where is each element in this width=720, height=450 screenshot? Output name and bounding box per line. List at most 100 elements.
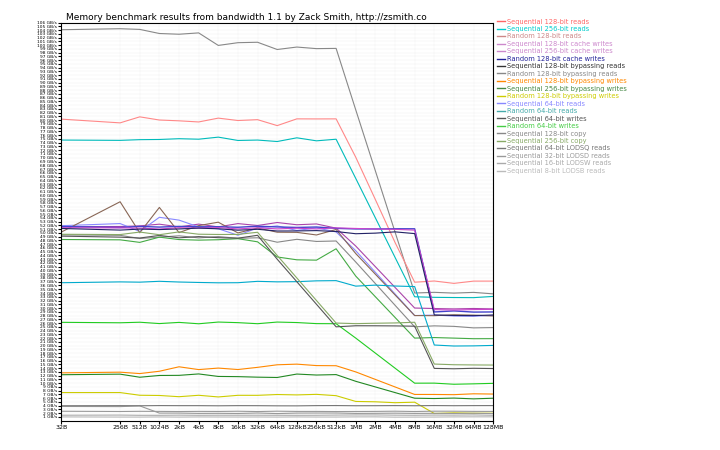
Sequential 64-bit writes (292, 279, 301, 284)
Random 128-bit reads (155, 205, 163, 210)
Random 64-bit writes flat (194, 321, 203, 326)
Sequential 64-bit LODSQ reads (312, 403, 321, 408)
Random 128-bit cache writes (135, 226, 144, 232)
Sequential 64-bit LODSQ reads (175, 403, 184, 408)
Sequential 64-bit writes (135, 235, 144, 241)
Sequential 256-bit bypassing writes (292, 371, 301, 377)
Sequential 64-bit writes (469, 365, 478, 371)
Sequential 256-bit reads (332, 136, 341, 142)
Random 128-bit cache writes (312, 228, 321, 233)
Random 64-bit writes (332, 246, 341, 252)
Sequential 256-bit copy (155, 232, 163, 238)
Sequential 128-bit bypassing writes (253, 364, 262, 370)
Sequential 16-bit LODSW reads (449, 412, 458, 418)
Sequential 256-bit cache writes (116, 225, 125, 231)
Sequential 16-bit LODSW reads (214, 413, 222, 418)
Sequential 256-bit bypassing writes (410, 396, 419, 401)
Sequential 256-bit reads (175, 136, 184, 141)
Sequential 128-bit bypassing reads (410, 226, 419, 231)
Sequential 16-bit LODSW reads (351, 412, 360, 418)
Sequential 128-bit bypassing writes (371, 377, 379, 382)
Sequential 16-bit LODSW reads (292, 413, 301, 418)
Random 64-bit reads (194, 280, 203, 285)
Random 64-bit reads (489, 343, 498, 348)
Random 64-bit reads (430, 342, 438, 348)
Line: Sequential 256-bit copy: Sequential 256-bit copy (61, 232, 493, 365)
Random 128-bit bypassing reads (194, 411, 203, 416)
Sequential 128-bit cache writes (155, 221, 163, 227)
Sequential 64-bit LODSQ reads (253, 403, 262, 408)
Sequential 32-bit LODSD reads (57, 409, 66, 414)
Random 64-bit reads (312, 278, 321, 284)
Sequential 16-bit LODSW reads (410, 413, 419, 418)
Sequential 256-bit cache writes (233, 226, 242, 232)
Random 64-bit writes flat (214, 320, 222, 325)
Sequential 64-bit reads (430, 312, 438, 318)
Sequential 64-bit LODSQ reads (273, 403, 282, 409)
Random 128-bit reads (175, 230, 184, 235)
Random 64-bit writes (214, 237, 222, 243)
Sequential 256-bit reads top (371, 168, 379, 174)
Sequential 64-bit writes (155, 233, 163, 238)
Sequential 128-bit copy (194, 235, 203, 241)
Random 128-bit bypassing reads (449, 411, 458, 416)
Sequential 256-bit copy (233, 232, 242, 237)
Sequential 8-bit LODSB reads (449, 414, 458, 419)
Sequential 64-bit reads (116, 221, 125, 226)
Sequential 256-bit reads (469, 295, 478, 300)
Random 128-bit bypassing reads (233, 411, 242, 416)
Sequential 256-bit reads top (273, 47, 282, 52)
Sequential 256-bit cache writes (391, 227, 400, 232)
Random 64-bit writes (489, 336, 498, 342)
Sequential 128-bit bypassing writes (214, 365, 222, 371)
Sequential 8-bit LODSB reads (410, 414, 419, 420)
Random 64-bit reads (469, 343, 478, 349)
Sequential 128-bit bypassing writes (155, 369, 163, 374)
Sequential 256-bit reads (233, 138, 242, 143)
Sequential 256-bit copy (194, 231, 203, 237)
Random 64-bit writes flat (273, 320, 282, 325)
Random 64-bit writes (410, 335, 419, 341)
Sequential 64-bit LODSQ reads (194, 403, 203, 408)
Sequential 128-bit bypassing writes (194, 367, 203, 372)
Random 128-bit cache writes (253, 227, 262, 232)
Sequential 128-bit copy (135, 236, 144, 241)
Sequential 128-bit bypassing writes (292, 361, 301, 367)
Line: Sequential 64-bit reads: Sequential 64-bit reads (61, 217, 493, 316)
Sequential 128-bit reads (332, 116, 341, 122)
Sequential 256-bit cache writes (410, 227, 419, 233)
Random 128-bit cache writes (116, 227, 125, 233)
Random 128-bit cache writes (351, 231, 360, 236)
Sequential 128-bit cache writes (292, 222, 301, 227)
Random 128-bit cache writes (273, 228, 282, 234)
Sequential 8-bit LODSB reads (292, 414, 301, 419)
Sequential 64-bit reads (469, 314, 478, 319)
Sequential 128-bit reads (175, 118, 184, 124)
Random 128-bit bypassing writes (155, 393, 163, 398)
Sequential 32-bit LODSD reads (312, 409, 321, 414)
Sequential 128-bit bypassing reads (292, 225, 301, 230)
Sequential 8-bit LODSB reads (135, 414, 144, 420)
Random 64-bit writes (175, 237, 184, 242)
Sequential 32-bit LODSD reads (351, 409, 360, 414)
Sequential 256-bit cache writes (449, 307, 458, 313)
Sequential 256-bit cache writes (371, 226, 379, 232)
Sequential 8-bit LODSB reads (273, 414, 282, 420)
Random 128-bit bypassing reads (273, 411, 282, 416)
Line: Random 128-bit reads: Random 128-bit reads (61, 202, 493, 316)
Sequential 256-bit reads (273, 139, 282, 144)
Sequential 256-bit reads (253, 137, 262, 143)
Sequential 128-bit copy (449, 324, 458, 329)
Sequential 8-bit LODSB reads (175, 414, 184, 420)
Random 64-bit reads (116, 279, 125, 284)
Sequential 256-bit reads top (253, 40, 262, 45)
Sequential 256-bit copy (135, 230, 144, 235)
Random 64-bit reads (155, 279, 163, 284)
Sequential 64-bit writes (351, 323, 360, 328)
Sequential 128-bit bypassing writes (449, 392, 458, 397)
Sequential 32-bit LODSD reads (155, 409, 163, 414)
Line: Sequential 64-bit writes: Sequential 64-bit writes (61, 235, 493, 369)
Sequential 8-bit LODSB reads (469, 414, 478, 419)
Random 64-bit writes flat (135, 320, 144, 325)
Random 128-bit reads (214, 220, 222, 225)
